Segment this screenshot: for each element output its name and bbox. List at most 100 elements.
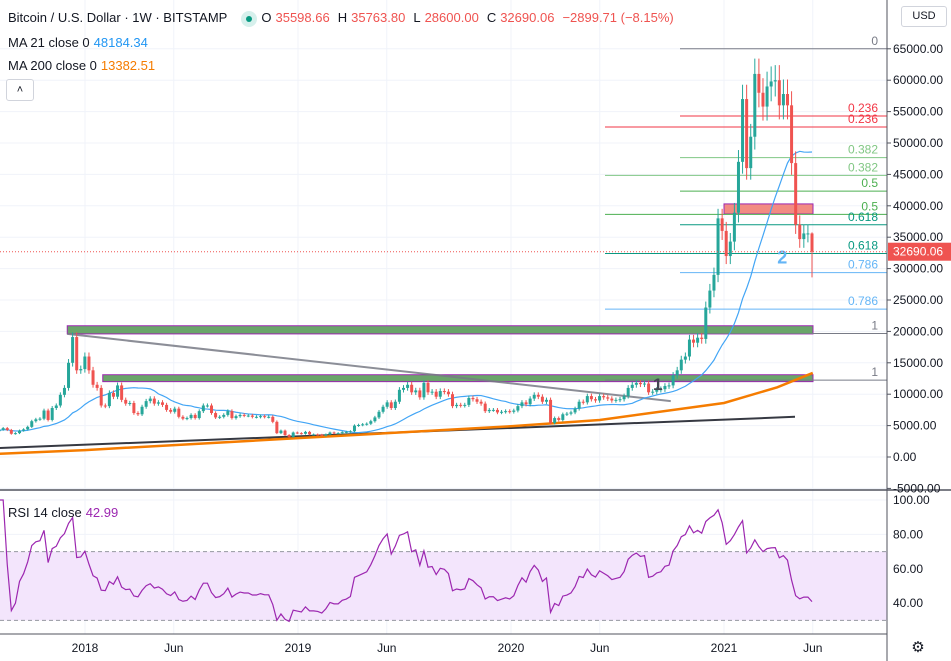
rsi-axis-label: 100.00 bbox=[893, 493, 930, 507]
candle bbox=[614, 397, 618, 403]
ohlc-change: −2899.71 (−8.15%) bbox=[562, 10, 674, 25]
collapse-legend-button[interactable]: ˄ bbox=[6, 79, 34, 101]
candle-body bbox=[761, 92, 765, 107]
candle bbox=[651, 389, 655, 395]
candle-body bbox=[512, 410, 516, 412]
candle-body bbox=[71, 337, 75, 363]
candle bbox=[549, 397, 553, 425]
candle-body bbox=[124, 399, 128, 404]
candle-body bbox=[455, 404, 459, 407]
candle-body bbox=[471, 397, 475, 400]
candle-body bbox=[238, 414, 242, 417]
candle-body bbox=[577, 401, 581, 409]
candle bbox=[62, 385, 66, 398]
fib-level-label: 0.382 bbox=[848, 143, 878, 157]
candle-body bbox=[328, 432, 332, 435]
candle bbox=[687, 334, 691, 361]
rsi-legend[interactable]: RSI 14 close 42.99 bbox=[8, 505, 119, 520]
fib-level-label: 0.5 bbox=[861, 176, 878, 190]
candle bbox=[638, 379, 642, 388]
candle-body bbox=[773, 80, 777, 82]
candle bbox=[491, 408, 495, 412]
candle bbox=[295, 431, 299, 435]
candle bbox=[18, 429, 22, 435]
time-axis-label: Jun bbox=[377, 641, 396, 655]
candle-body bbox=[745, 99, 749, 169]
candle bbox=[340, 431, 344, 435]
candle bbox=[373, 415, 377, 423]
time-axis-label: 2018 bbox=[72, 641, 99, 655]
price-axis-label: 65000.00 bbox=[893, 42, 943, 56]
candle-body bbox=[720, 218, 724, 231]
ohlc-close: C 32690.06 bbox=[486, 10, 555, 25]
candle bbox=[283, 429, 287, 436]
candle-body bbox=[234, 416, 238, 419]
candle-body bbox=[491, 409, 495, 411]
candle bbox=[794, 151, 798, 234]
ma21-legend[interactable]: MA 21 close 0 48184.34 bbox=[8, 35, 148, 50]
currency-selector[interactable]: USD bbox=[901, 6, 947, 27]
candle bbox=[201, 403, 205, 413]
candle-body bbox=[630, 384, 634, 388]
candle-body bbox=[402, 387, 405, 390]
candle bbox=[442, 388, 446, 395]
ohlc-open: O 35598.66 bbox=[261, 10, 330, 25]
candle-body bbox=[348, 431, 352, 433]
price-axis-label: 50000.00 bbox=[893, 136, 943, 150]
rsi-line bbox=[0, 499, 813, 623]
candle-body bbox=[540, 396, 544, 402]
fib-level-label: 0.5 bbox=[861, 199, 878, 213]
time-axis-label: 2020 bbox=[498, 641, 525, 655]
candle-body bbox=[802, 233, 806, 240]
candle bbox=[332, 431, 336, 435]
candle bbox=[777, 65, 781, 120]
candle-body bbox=[193, 414, 197, 419]
candle bbox=[263, 414, 267, 419]
candle-body bbox=[557, 418, 561, 420]
candle-body bbox=[589, 396, 593, 400]
candle bbox=[210, 403, 214, 415]
candle bbox=[308, 430, 312, 436]
candle bbox=[679, 355, 683, 374]
symbol-title[interactable]: Bitcoin / U.S. Dollar · 1W · BITSTAMP bbox=[8, 10, 228, 25]
candle bbox=[120, 382, 124, 403]
candle bbox=[647, 380, 651, 395]
candle bbox=[634, 379, 638, 388]
candle-body bbox=[675, 370, 679, 376]
candle bbox=[610, 396, 614, 403]
candle-body bbox=[83, 356, 87, 370]
candle-body bbox=[136, 413, 140, 415]
candle bbox=[749, 123, 753, 180]
candle bbox=[128, 400, 132, 406]
candle bbox=[745, 84, 749, 180]
candle bbox=[389, 400, 393, 410]
candle bbox=[165, 402, 169, 412]
fib-level-label: 0.786 bbox=[848, 294, 878, 308]
candle bbox=[557, 416, 561, 422]
candle-body bbox=[67, 362, 71, 388]
candle-body bbox=[197, 411, 201, 419]
candle-body bbox=[708, 290, 712, 308]
ma200-legend[interactable]: MA 200 close 0 13382.51 bbox=[8, 58, 156, 73]
candle-body bbox=[679, 359, 683, 371]
candle-body bbox=[736, 161, 740, 213]
candle bbox=[299, 432, 303, 435]
candle-body bbox=[618, 399, 622, 401]
gear-icon[interactable]: ⚙ bbox=[911, 639, 925, 656]
candle-body bbox=[22, 429, 26, 431]
candle bbox=[271, 415, 275, 424]
candle-body bbox=[87, 356, 91, 371]
candle-body bbox=[185, 418, 189, 420]
candle-body bbox=[593, 399, 597, 401]
candle-body bbox=[442, 391, 446, 393]
fib-level-label: 0 bbox=[871, 34, 878, 48]
candle-body bbox=[267, 416, 271, 418]
candle bbox=[242, 413, 246, 418]
candle bbox=[132, 400, 136, 415]
price-axis-label: 20000.00 bbox=[893, 324, 943, 338]
candle bbox=[83, 352, 87, 373]
candle-body bbox=[62, 387, 66, 395]
ma200-value: 13382.51 bbox=[100, 58, 156, 73]
candle-body bbox=[111, 392, 115, 397]
